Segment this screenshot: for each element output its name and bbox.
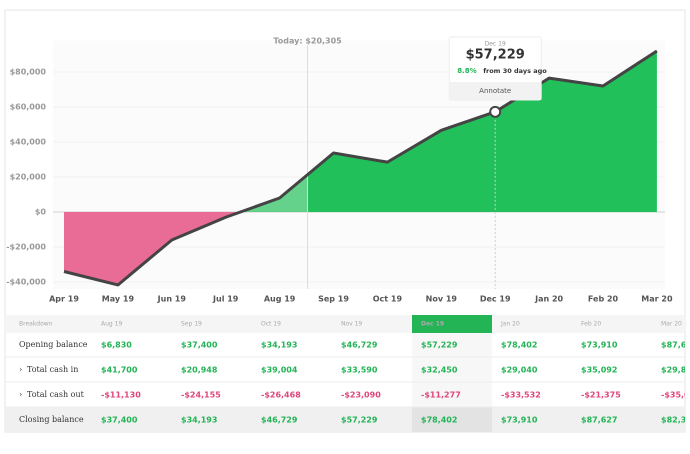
column-header: Jan 20 <box>500 321 520 328</box>
table-cell: $33,590 <box>341 366 378 375</box>
table-cell: $82,391 <box>661 416 690 425</box>
y-tick-label: $20,000 <box>10 173 47 182</box>
column-header: Dec 19 <box>421 321 444 328</box>
row-label: Total cash out <box>27 390 85 399</box>
table-cell: -$11,277 <box>421 391 461 400</box>
table-cell: -$24,155 <box>181 391 221 400</box>
hover-point <box>489 105 502 118</box>
annotate-button[interactable] <box>449 82 542 100</box>
column-header: Breakdown <box>19 321 53 328</box>
expand-chevron[interactable]: › <box>19 390 22 399</box>
y-tick-label: -$20,000 <box>6 243 46 252</box>
table-cell: -$33,532 <box>501 391 541 400</box>
column-header: Sep 19 <box>181 321 202 328</box>
tooltip-change: 8.8% <box>457 67 476 75</box>
row-label: Total cash in <box>27 365 78 374</box>
tooltip-date: Dec 19 <box>485 41 506 48</box>
table-cell: -$35,032 <box>661 391 690 400</box>
table-cell: $35,092 <box>581 366 617 375</box>
balance-line <box>63 49 658 287</box>
column-header: Aug 19 <box>101 321 122 328</box>
highlight-header <box>412 315 492 333</box>
table-cell: -$21,375 <box>581 391 621 400</box>
table-cell: -$11,130 <box>101 391 141 400</box>
x-tick-label: Jul 19 <box>212 295 239 304</box>
x-tick-label: Apr 19 <box>49 295 79 304</box>
table-cell: $46,729 <box>341 341 378 350</box>
column-header: Oct 19 <box>261 321 281 328</box>
table-cell: $46,729 <box>261 416 298 425</box>
table-header-bg <box>5 315 685 333</box>
column-header: Mar 20 <box>661 321 682 328</box>
table-cell: $29,804 <box>661 366 690 375</box>
x-tick-label: Nov 19 <box>426 295 458 304</box>
x-tick-label: Aug 19 <box>264 295 296 304</box>
x-tick-label: May 19 <box>102 295 135 304</box>
column-header: Nov 19 <box>341 321 362 328</box>
table-cell: $57,229 <box>421 341 458 350</box>
table-cell: $57,229 <box>341 416 378 425</box>
past-shade <box>53 40 308 289</box>
tooltip-value: $57,229 <box>466 48 525 63</box>
closing-row-bg <box>5 407 685 432</box>
table-cell: $37,400 <box>101 416 138 425</box>
x-tick-label: Oct 19 <box>373 295 403 304</box>
table-cell: $20,948 <box>181 366 218 375</box>
table-cell: $39,004 <box>261 366 298 375</box>
table-cell: $78,402 <box>501 341 537 350</box>
table-cell: $73,910 <box>581 341 618 350</box>
table-cell: $34,193 <box>181 416 217 425</box>
tooltip-note: from 30 days ago <box>483 67 547 75</box>
table-cell: $37,400 <box>181 341 218 350</box>
row-label: Opening balance <box>19 340 88 349</box>
table-cell: -$23,090 <box>341 391 381 400</box>
area-positive <box>307 51 657 212</box>
x-tick-label: Jun 19 <box>157 295 187 304</box>
y-tick-label: $40,000 <box>10 138 47 147</box>
x-tick-label: Jan 20 <box>534 295 563 304</box>
highlight-column <box>412 407 492 432</box>
y-tick-label: -$40,000 <box>6 278 46 287</box>
table-cell: $87,627 <box>581 416 617 425</box>
annotate-label[interactable]: Annotate <box>479 87 511 95</box>
table-cell: $32,450 <box>421 366 458 375</box>
table-cell: $29,040 <box>501 366 538 375</box>
x-tick-label: Dec 19 <box>480 295 511 304</box>
x-tick-label: Mar 20 <box>641 295 673 304</box>
expand-chevron[interactable]: › <box>19 365 22 374</box>
row-label: Closing balance <box>19 415 84 424</box>
table-cell: $6,830 <box>101 341 132 350</box>
x-tick-label: Sep 19 <box>318 295 349 304</box>
table-cell: $34,193 <box>261 341 297 350</box>
column-header: Feb 20 <box>581 321 601 328</box>
y-tick-label: $0 <box>35 208 47 217</box>
table-cell: $87,627 <box>661 341 690 350</box>
table-cell: $73,910 <box>501 416 538 425</box>
y-tick-label: $60,000 <box>10 103 47 112</box>
area-positive-past <box>64 174 308 212</box>
today-label: Today: $20,305 <box>273 37 342 46</box>
x-tick-label: Feb 20 <box>588 295 619 304</box>
y-tick-label: $80,000 <box>10 68 47 77</box>
area-negative <box>64 212 657 285</box>
table-cell: -$26,468 <box>261 391 301 400</box>
table-cell: $78,402 <box>421 416 457 425</box>
table-cell: $41,700 <box>101 366 138 375</box>
